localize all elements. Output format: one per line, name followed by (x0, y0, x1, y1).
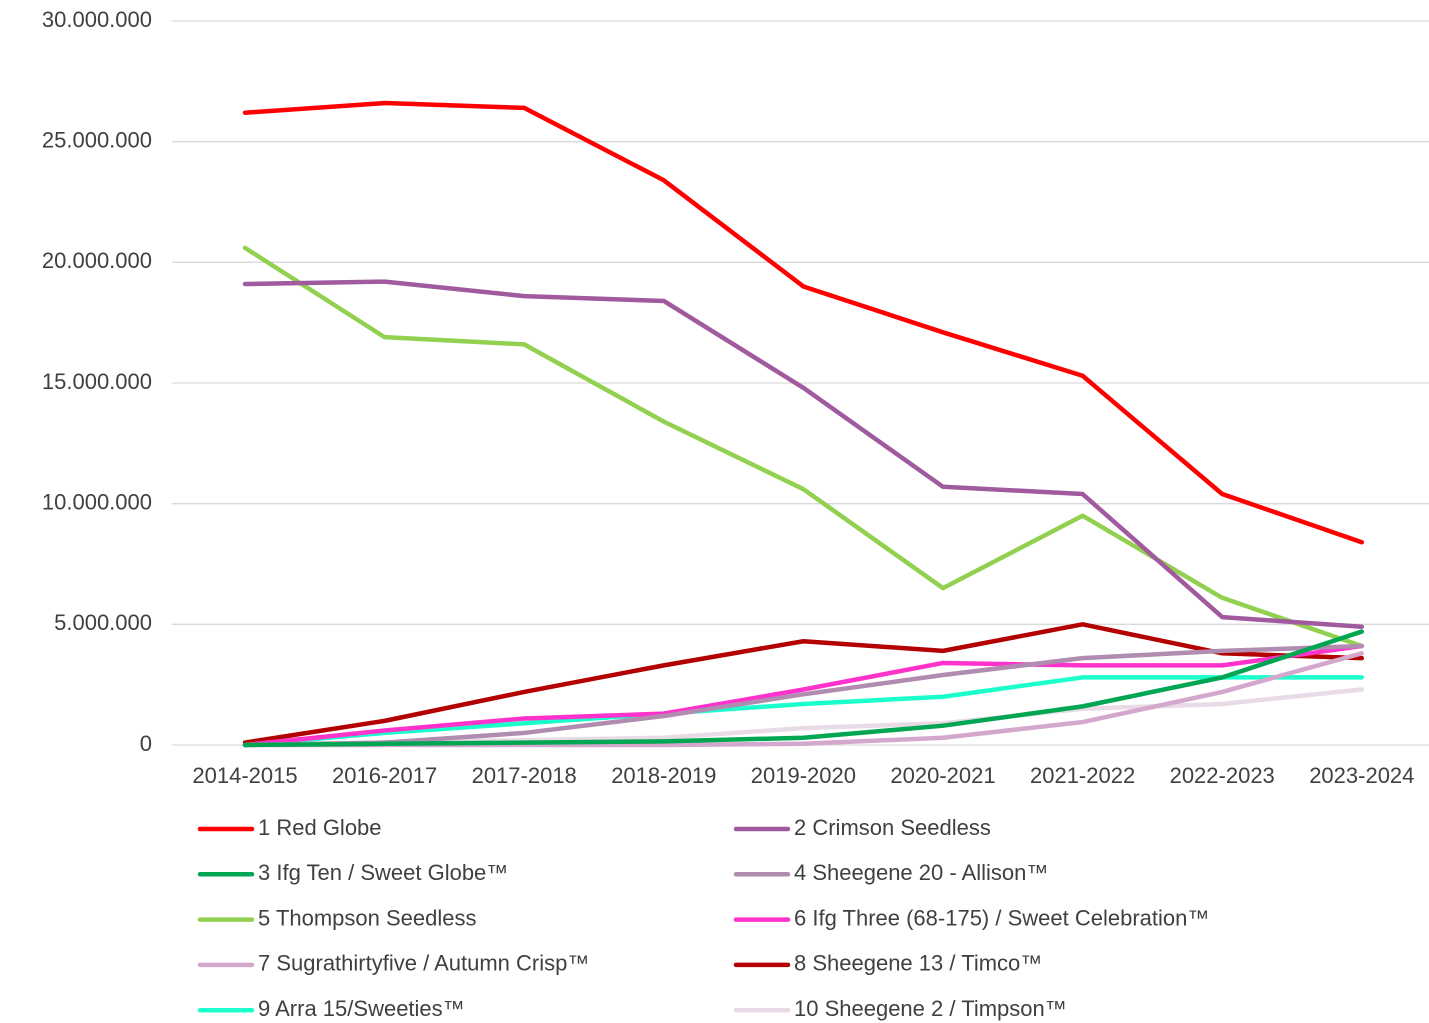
series-line (242, 245, 1365, 649)
series-line (242, 643, 1365, 748)
y-tick-label: 10.000.000 (42, 489, 152, 514)
x-tick-label: 2020-2021 (890, 763, 995, 788)
x-tick-label: 2021-2022 (1030, 763, 1135, 788)
legend-label: 2 Crimson Seedless (794, 815, 991, 840)
y-tick-label: 0 (140, 731, 152, 756)
legend-label: 8 Sheegene 13 / Timco™ (794, 951, 1042, 976)
x-tick-label: 2023-2024 (1309, 763, 1414, 788)
legend-label: 7 Sugrathirtyfive / Autumn Crisp™ (258, 951, 589, 976)
x-tick-label: 2016-2017 (332, 763, 437, 788)
y-tick-label: 20.000.000 (42, 248, 152, 273)
series-line (242, 643, 1365, 748)
y-tick-label: 15.000.000 (42, 369, 152, 394)
y-tick-label: 5.000.000 (54, 610, 152, 635)
x-tick-label: 2014-2015 (192, 763, 297, 788)
x-tick-label: 2019-2020 (751, 763, 856, 788)
y-tick-label: 25.000.000 (42, 127, 152, 152)
series-line (242, 675, 1365, 748)
series-line (242, 629, 1365, 748)
y-tick-label: 30.000.000 (42, 7, 152, 32)
legend-label: 4 Sheegene 20 - Allison™ (794, 860, 1048, 885)
x-tick-label: 2017-2018 (472, 763, 577, 788)
x-tick-label: 2018-2019 (611, 763, 716, 788)
legend-label: 1 Red Globe (258, 815, 382, 840)
x-tick-label: 2022-2023 (1170, 763, 1275, 788)
legend-label: 9 Arra 15/Sweeties™ (258, 996, 465, 1021)
series-line (242, 622, 1365, 745)
legend-label: 3 Ifg Ten / Sweet Globe™ (258, 860, 508, 885)
legend-label: 10 Sheegene 2 / Timpson™ (794, 996, 1067, 1021)
legend-label: 5 Thompson Seedless (258, 905, 477, 930)
series-line (242, 100, 1365, 545)
series-line (242, 279, 1365, 629)
legend-label: 6 Ifg Three (68-175) / Sweet Celebration… (794, 905, 1209, 930)
